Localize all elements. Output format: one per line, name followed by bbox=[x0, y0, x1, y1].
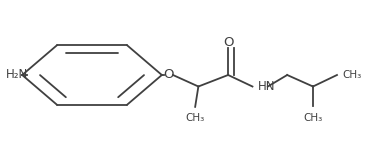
Text: O: O bbox=[163, 69, 173, 81]
Text: CH₃: CH₃ bbox=[343, 70, 362, 80]
Text: CH₃: CH₃ bbox=[303, 113, 322, 123]
Text: O: O bbox=[223, 36, 234, 49]
Text: CH₃: CH₃ bbox=[186, 113, 205, 123]
Text: HN: HN bbox=[258, 80, 275, 93]
Text: H₂N: H₂N bbox=[6, 69, 28, 81]
